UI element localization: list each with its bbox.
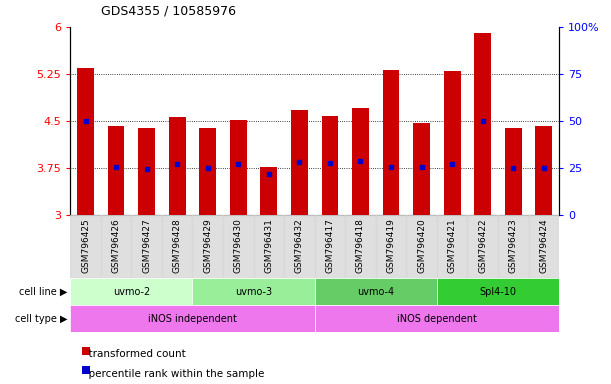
Text: uvmo-4: uvmo-4	[357, 287, 394, 297]
Text: cell line ▶: cell line ▶	[19, 287, 67, 297]
Text: GSM796419: GSM796419	[387, 218, 395, 273]
Bar	[505, 129, 522, 215]
Bar	[352, 108, 369, 215]
Bar	[474, 33, 491, 215]
Bar	[321, 116, 338, 215]
Bar	[413, 123, 430, 215]
Bar	[535, 126, 552, 215]
Text: GSM796420: GSM796420	[417, 218, 426, 273]
Text: GSM796422: GSM796422	[478, 218, 487, 273]
Bar	[529, 215, 559, 278]
Text: uvmo-3: uvmo-3	[235, 287, 272, 297]
Bar	[444, 71, 461, 215]
Text: iNOS dependent: iNOS dependent	[397, 314, 477, 324]
Bar	[192, 278, 315, 305]
Bar	[291, 110, 308, 215]
Text: GSM796423: GSM796423	[509, 218, 518, 273]
Text: cell type ▶: cell type ▶	[15, 314, 67, 324]
Bar	[260, 167, 277, 215]
Bar	[315, 278, 437, 305]
Text: GSM796425: GSM796425	[81, 218, 90, 273]
Text: GSM796427: GSM796427	[142, 218, 151, 273]
Bar	[345, 215, 376, 278]
Text: GSM796429: GSM796429	[203, 218, 212, 273]
Bar	[77, 68, 94, 215]
Text: GSM796424: GSM796424	[540, 218, 548, 273]
Bar	[376, 215, 406, 278]
Bar	[467, 215, 498, 278]
Text: GSM796430: GSM796430	[234, 218, 243, 273]
Bar	[284, 215, 315, 278]
Text: GSM796426: GSM796426	[112, 218, 120, 273]
Text: GSM796418: GSM796418	[356, 218, 365, 273]
Text: GSM796428: GSM796428	[173, 218, 181, 273]
Bar	[382, 70, 400, 215]
Text: GSM796417: GSM796417	[326, 218, 334, 273]
Text: GSM796421: GSM796421	[448, 218, 456, 273]
Text: GSM796432: GSM796432	[295, 218, 304, 273]
Bar	[199, 129, 216, 215]
Text: GSM796431: GSM796431	[265, 218, 273, 273]
Bar	[70, 278, 192, 305]
Text: Spl4-10: Spl4-10	[480, 287, 516, 297]
Text: transformed count: transformed count	[82, 349, 186, 359]
Bar	[131, 215, 162, 278]
Text: uvmo-2: uvmo-2	[113, 287, 150, 297]
Text: percentile rank within the sample: percentile rank within the sample	[82, 369, 265, 379]
Bar	[230, 120, 247, 215]
Bar	[138, 129, 155, 215]
Bar	[498, 215, 529, 278]
Bar	[101, 215, 131, 278]
Bar	[223, 215, 254, 278]
Text: iNOS independent: iNOS independent	[148, 314, 237, 324]
Bar	[437, 278, 559, 305]
Bar	[315, 305, 559, 332]
Bar	[437, 215, 467, 278]
Bar	[70, 215, 101, 278]
Bar	[70, 305, 315, 332]
Text: GDS4355 / 10585976: GDS4355 / 10585976	[101, 4, 236, 17]
Bar	[108, 126, 125, 215]
Bar	[315, 215, 345, 278]
Bar	[192, 215, 223, 278]
Bar	[406, 215, 437, 278]
Bar	[254, 215, 284, 278]
Bar	[162, 215, 192, 278]
Bar	[169, 117, 186, 215]
